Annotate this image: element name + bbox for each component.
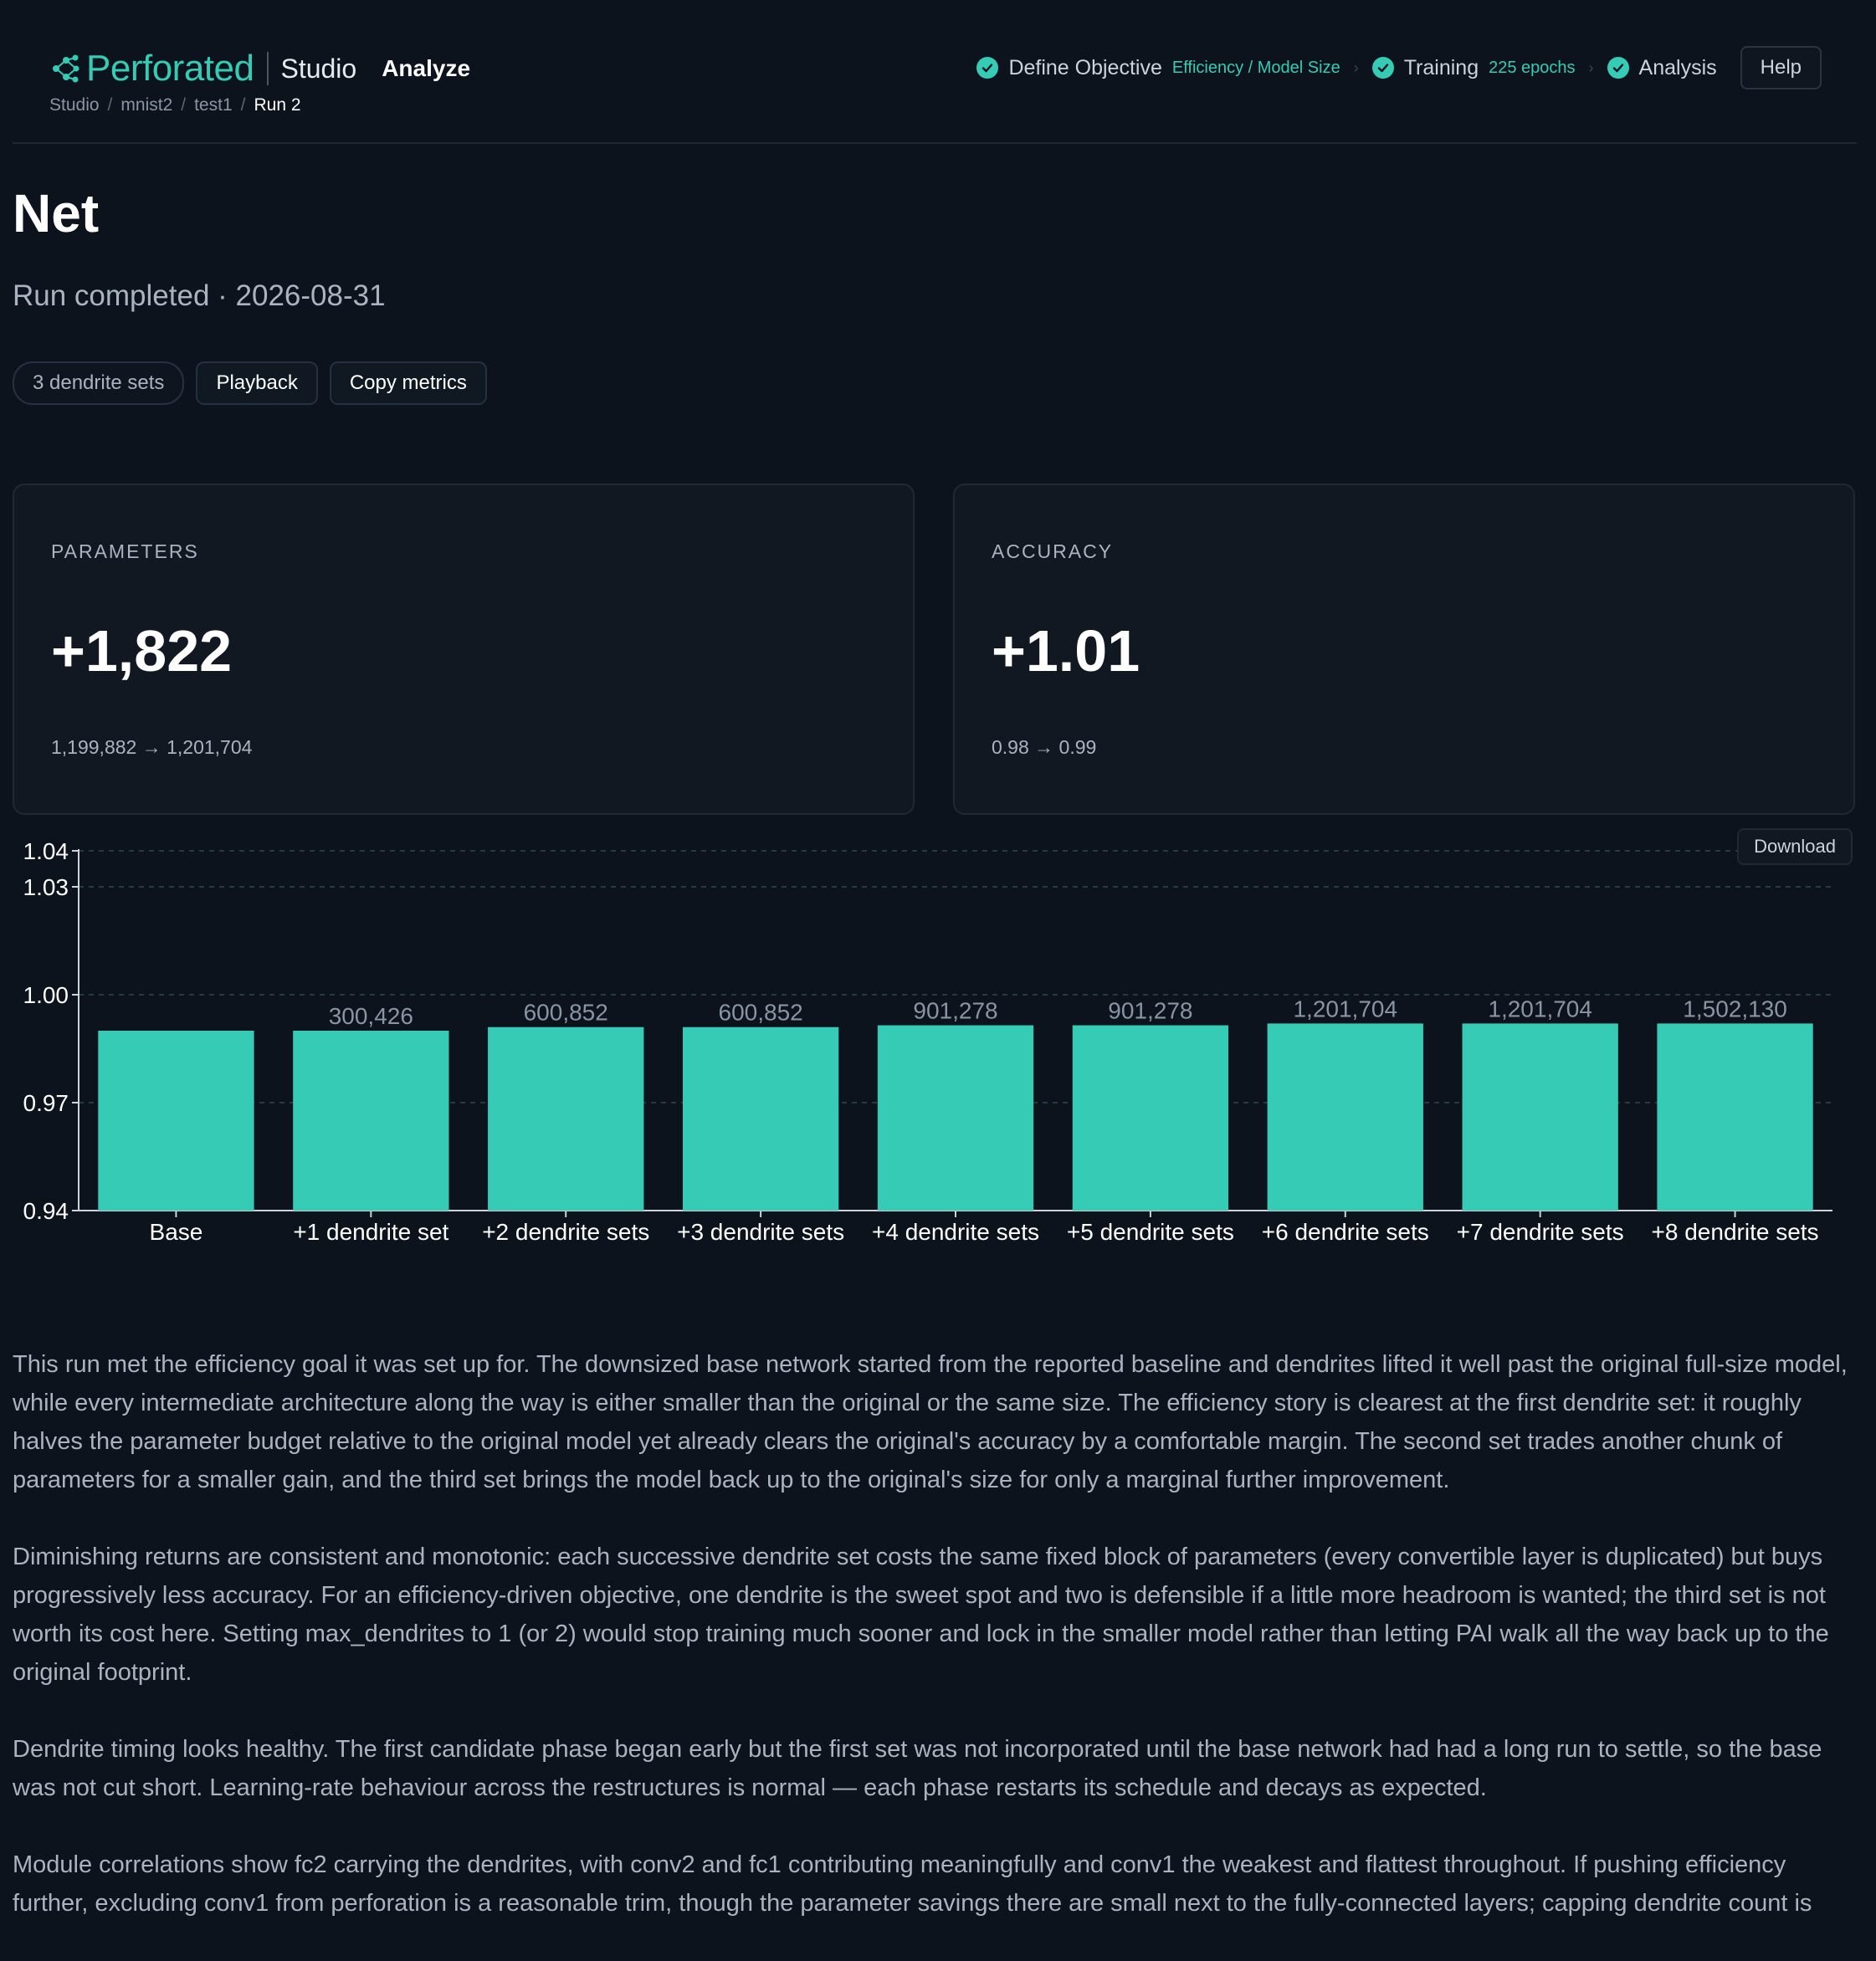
bar (1267, 1023, 1423, 1211)
card-label: PARAMETERS (51, 540, 199, 562)
breadcrumb-studio[interactable]: Studio (49, 95, 100, 115)
bar-data-label: 1,201,704 (1488, 996, 1592, 1021)
step-define-objective[interactable]: Define Objective Efficiency / Model Size (976, 56, 1340, 80)
accuracy-bar-chart: 0.94 0.97 1.00 1.03 1.04 Base +1 dendrite set 3… (13, 827, 1862, 1245)
bar-chart-svg: 0.94 0.97 1.00 1.03 1.04 Base +1 dendrite set 3… (23, 838, 1832, 1245)
breadcrumb-project[interactable]: mnist2 (120, 95, 173, 115)
logo-divider (267, 52, 269, 85)
breadcrumb-separator: / (240, 95, 246, 115)
y-tick-label: 1.04 (23, 838, 69, 864)
analysis-paragraph: Diminishing returns are consistent and m… (13, 1544, 1829, 1686)
bar (877, 1025, 1034, 1211)
bar (1657, 1023, 1813, 1211)
logo-text: Perforated (86, 48, 254, 89)
step-analysis[interactable]: Analysis (1607, 56, 1717, 80)
y-tick-label: 1.03 (23, 874, 69, 900)
breadcrumb: Studio / mnist2 / test1 / Run 2 (49, 95, 301, 115)
bar (98, 1031, 254, 1211)
y-tick-label: 1.00 (23, 982, 69, 1008)
bar (1072, 1025, 1229, 1211)
check-circle-icon (1607, 57, 1629, 79)
bar-data-label: 600,852 (524, 1000, 608, 1026)
bar (488, 1027, 644, 1211)
x-tick-label: +1 dendrite set (293, 1219, 448, 1245)
bar (682, 1027, 839, 1211)
parameters-card: PARAMETERS +1,822 1,199,882 → 1,201,704 (13, 484, 915, 815)
bar-data-label: 901,278 (1108, 998, 1192, 1024)
x-tick-label: +8 dendrite sets (1652, 1219, 1819, 1245)
step-label: Define Objective (1008, 55, 1162, 79)
analysis-paragraph: Module correlations show fc2 carrying th… (13, 1851, 1812, 1917)
step-meta: 225 epochs (1489, 58, 1576, 77)
card-value: +1,822 (51, 618, 233, 684)
bar-data-label: 1,502,130 (1683, 996, 1787, 1021)
analysis-text: This run met the efficiency goal it was … (13, 1345, 1863, 1961)
y-tick-label: 0.97 (23, 1090, 69, 1116)
x-tick-label: +2 dendrite sets (482, 1219, 649, 1245)
action-bar: 3 dendrite sets Playback Copy metrics (13, 361, 487, 405)
bar-data-label: 1,201,704 (1293, 996, 1397, 1021)
download-button[interactable]: Download (1737, 828, 1853, 865)
x-tick-label: +4 dendrite sets (872, 1219, 1039, 1245)
x-tick-label: +7 dendrite sets (1457, 1219, 1624, 1245)
breadcrumb-separator: / (181, 95, 187, 115)
bar-data-label: 300,426 (329, 1003, 413, 1029)
bar (1462, 1023, 1618, 1211)
chevron-right-icon: › (1588, 59, 1594, 76)
page-title: Net (13, 183, 100, 243)
analysis-paragraph: Dendrite timing looks healthy. The first… (13, 1736, 1822, 1801)
step-label: Training (1403, 55, 1479, 79)
dendrite-sets-badge: 3 dendrite sets (13, 361, 185, 405)
x-tick-label: +5 dendrite sets (1067, 1219, 1234, 1245)
studio-label: Studio (280, 53, 357, 84)
run-status-subtitle: Run completed · 2026-08-31 (13, 279, 386, 312)
analysis-paragraph: This run met the efficiency goal it was … (13, 1351, 1848, 1493)
perforated-logo-icon (53, 54, 79, 83)
workflow-steps: Define Objective Efficiency / Model Size… (976, 46, 1822, 90)
step-training[interactable]: Training 225 epochs (1371, 55, 1576, 80)
accuracy-card: ACCURACY +1.01 0.98 → 0.99 (953, 484, 1855, 815)
card-range: 1,199,882 → 1,201,704 (51, 736, 253, 758)
check-circle-icon (1371, 57, 1394, 79)
step-label: Analysis (1638, 55, 1717, 79)
bar-data-label: 600,852 (719, 1000, 803, 1026)
check-circle-icon (976, 57, 999, 79)
x-tick-label: +3 dendrite sets (677, 1219, 844, 1245)
help-button[interactable]: Help (1740, 46, 1822, 90)
step-meta: Efficiency / Model Size (1171, 58, 1340, 77)
y-tick-label: 0.94 (23, 1198, 69, 1224)
card-range: 0.98 → 0.99 (992, 736, 1097, 758)
breadcrumb-experiment[interactable]: test1 (194, 95, 233, 115)
copy-metrics-button[interactable]: Copy metrics (329, 361, 487, 405)
card-label: ACCURACY (992, 540, 1114, 562)
x-tick-label: +6 dendrite sets (1262, 1219, 1429, 1245)
x-tick-label: Base (150, 1219, 203, 1245)
playback-button[interactable]: Playback (196, 361, 318, 405)
nav-analyze-link[interactable]: Analyze (382, 55, 471, 81)
breadcrumb-current-run: Run 2 (254, 95, 301, 115)
app-logo[interactable]: Perforated Studio Analyze (49, 47, 470, 90)
top-header: Perforated Studio Analyze Studio / mnist… (13, 0, 1857, 144)
bar (293, 1031, 449, 1211)
chevron-right-icon: › (1353, 59, 1359, 76)
bar-data-label: 901,278 (913, 998, 997, 1024)
breadcrumb-separator: / (107, 95, 113, 115)
card-value: +1.01 (992, 618, 1140, 684)
